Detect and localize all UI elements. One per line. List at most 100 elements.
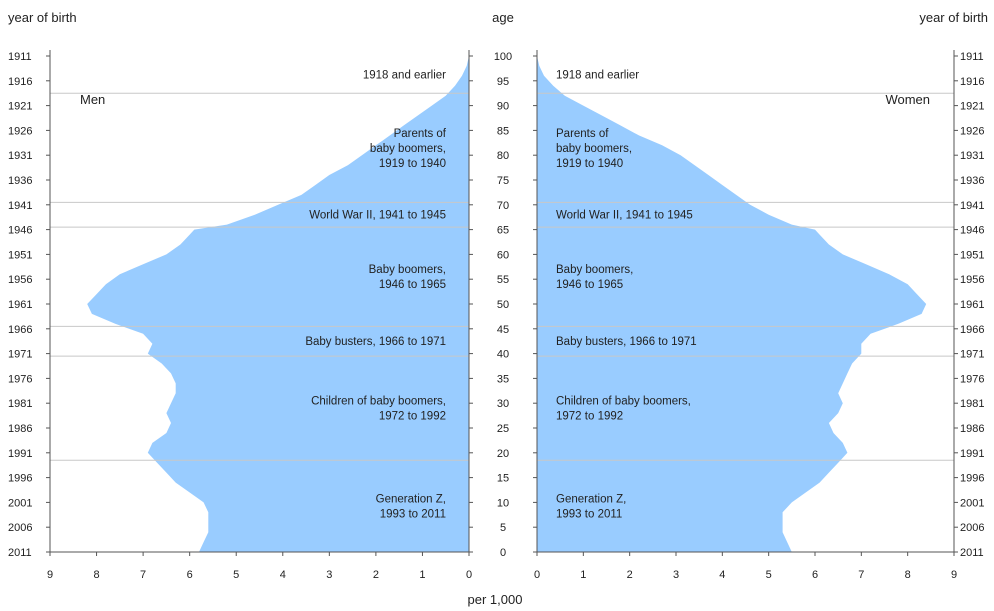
- right-year-tick-label: 1911: [960, 51, 984, 63]
- right-year-tick-label: 2006: [960, 522, 984, 534]
- age-tick-label: 10: [497, 497, 509, 509]
- generation-label-men: Parents of: [394, 128, 447, 140]
- header-year-of-birth-right: year of birth: [919, 10, 988, 25]
- header-year-of-birth-left: year of birth: [8, 10, 77, 25]
- age-tick-label: 50: [497, 299, 509, 311]
- generation-label-women: 1919 to 1940: [556, 158, 623, 170]
- women-x-tick-label: 6: [812, 569, 818, 581]
- generation-label-women: Parents of: [556, 128, 609, 140]
- women-x-tick-label: 1: [580, 569, 586, 581]
- generation-label-men: 1993 to 2011: [380, 509, 446, 521]
- women-x-tick-label: 7: [858, 569, 864, 581]
- age-tick-label: 20: [497, 448, 509, 460]
- generation-label-men: Baby busters, 1966 to 1971: [305, 336, 446, 348]
- men-x-tick-label: 4: [280, 569, 286, 581]
- right-year-tick-label: 1926: [960, 125, 984, 137]
- women-x-tick-label: 9: [951, 569, 957, 581]
- left-year-tick-label: 1921: [8, 101, 32, 113]
- generation-label-men: 1919 to 1940: [379, 158, 446, 170]
- generation-label-women: baby boomers,: [556, 143, 632, 155]
- left-year-tick-label: 2006: [8, 522, 32, 534]
- right-year-tick-label: 1951: [960, 249, 984, 261]
- right-year-tick-label: 1986: [960, 423, 984, 435]
- age-tick-label: 25: [497, 423, 509, 435]
- men-x-tick-label: 1: [419, 569, 425, 581]
- left-year-tick-label: 1991: [8, 448, 32, 460]
- men-x-tick-label: 5: [233, 569, 239, 581]
- generation-label-men: baby boomers,: [370, 143, 446, 155]
- age-tick-label: 35: [497, 373, 509, 385]
- left-year-tick-label: 1956: [8, 274, 32, 286]
- left-year-tick-label: 1941: [8, 200, 32, 212]
- left-year-tick-label: 1996: [8, 473, 32, 485]
- left-year-tick-label: 1971: [8, 349, 32, 361]
- right-year-tick-label: 1981: [960, 398, 984, 410]
- generation-label-women: Children of baby boomers,: [556, 396, 691, 408]
- men-x-tick-label: 9: [47, 569, 53, 581]
- left-year-tick-label: 1951: [8, 249, 32, 261]
- age-tick-label: 75: [497, 175, 509, 187]
- left-year-tick-label: 1966: [8, 324, 32, 336]
- generation-label-women: Generation Z,: [556, 494, 626, 506]
- right-year-tick-label: 1996: [960, 473, 984, 485]
- men-x-tick-label: 7: [140, 569, 146, 581]
- left-year-tick-label: 1926: [8, 125, 32, 137]
- men-x-tick-label: 2: [373, 569, 379, 581]
- right-year-tick-label: 2011: [960, 547, 984, 559]
- age-tick-label: 60: [497, 249, 509, 261]
- right-year-tick-label: 1971: [960, 349, 984, 361]
- women-x-tick-label: 3: [673, 569, 679, 581]
- left-year-tick-label: 1961: [8, 299, 32, 311]
- generation-label-men: 1918 and earlier: [363, 70, 446, 82]
- left-year-tick-label: 1946: [8, 225, 32, 237]
- generation-label-men: Generation Z,: [376, 494, 446, 506]
- age-tick-label: 100: [494, 51, 512, 63]
- generation-label-women: 1918 and earlier: [556, 70, 639, 82]
- age-tick-label: 95: [497, 76, 509, 88]
- right-year-tick-label: 1936: [960, 175, 984, 187]
- women-x-tick-label: 5: [766, 569, 772, 581]
- right-year-tick-label: 1961: [960, 299, 984, 311]
- generation-label-men: World War II, 1941 to 1945: [309, 210, 446, 222]
- age-tick-label: 5: [500, 522, 506, 534]
- age-tick-label: 80: [497, 150, 509, 162]
- men-label: Men: [80, 92, 105, 107]
- left-year-tick-label: 1936: [8, 175, 32, 187]
- generation-label-women: Baby busters, 1966 to 1971: [556, 336, 697, 348]
- right-year-tick-label: 2001: [960, 497, 984, 509]
- left-year-tick-label: 1911: [8, 51, 32, 63]
- generation-label-men: 1972 to 1992: [379, 411, 446, 423]
- generation-label-men: Children of baby boomers,: [311, 396, 446, 408]
- header-age: age: [492, 10, 514, 25]
- age-tick-label: 15: [497, 473, 509, 485]
- women-x-tick-label: 0: [534, 569, 540, 581]
- right-year-tick-label: 1916: [960, 76, 984, 88]
- right-year-tick-label: 1921: [960, 101, 984, 113]
- left-year-tick-label: 1981: [8, 398, 32, 410]
- left-year-tick-label: 1986: [8, 423, 32, 435]
- right-year-tick-label: 1946: [960, 225, 984, 237]
- left-year-tick-label: 2011: [8, 547, 32, 559]
- generation-label-women: World War II, 1941 to 1945: [556, 210, 693, 222]
- age-tick-label: 30: [497, 398, 509, 410]
- age-tick-label: 90: [497, 101, 509, 113]
- age-tick-label: 0: [500, 547, 506, 559]
- right-year-tick-label: 1941: [960, 200, 984, 212]
- age-tick-label: 65: [497, 225, 509, 237]
- left-year-tick-label: 1976: [8, 373, 32, 385]
- age-tick-label: 55: [497, 274, 509, 286]
- right-year-tick-label: 1991: [960, 448, 984, 460]
- age-tick-label: 45: [497, 324, 509, 336]
- generation-label-men: 1946 to 1965: [379, 279, 446, 291]
- men-x-tick-label: 3: [326, 569, 332, 581]
- right-year-tick-label: 1931: [960, 150, 984, 162]
- left-year-tick-label: 1931: [8, 150, 32, 162]
- men-area: [87, 56, 469, 552]
- age-tick-label: 85: [497, 125, 509, 137]
- right-year-tick-label: 1976: [960, 373, 984, 385]
- women-x-tick-label: 8: [905, 569, 911, 581]
- men-x-tick-label: 6: [187, 569, 193, 581]
- x-axis-title: per 1,000: [468, 592, 523, 607]
- right-year-tick-label: 1956: [960, 274, 984, 286]
